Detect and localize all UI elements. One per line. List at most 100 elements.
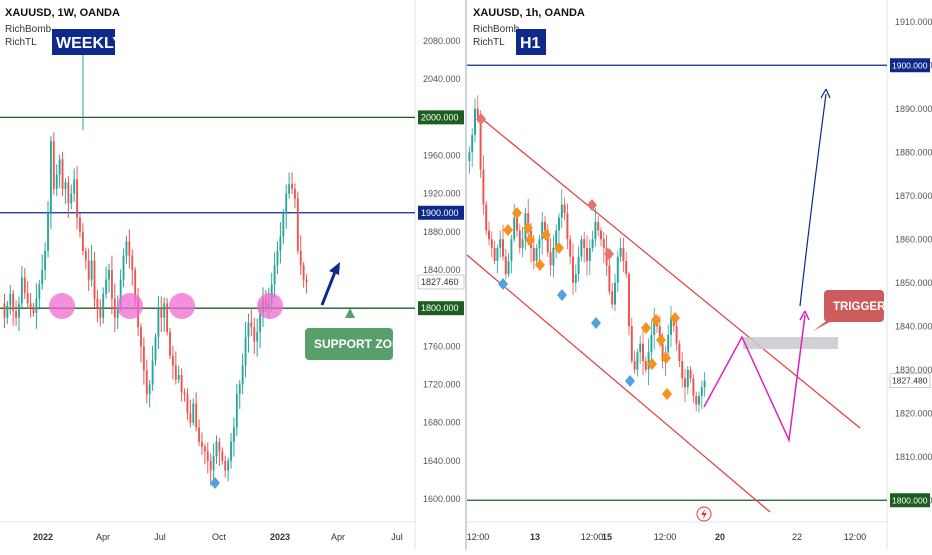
candle-body bbox=[521, 239, 524, 248]
candle-body bbox=[541, 221, 544, 240]
candle-body bbox=[256, 332, 259, 342]
signal-diamond bbox=[210, 477, 220, 489]
candle-body bbox=[99, 308, 102, 318]
support-circle bbox=[49, 293, 75, 319]
indicator-label: RichBomb bbox=[473, 24, 520, 35]
candle-body bbox=[201, 441, 203, 447]
candle-body bbox=[84, 250, 87, 261]
orange-signal-diamond bbox=[647, 358, 657, 370]
y-tick-label: 1910.000 bbox=[895, 17, 932, 27]
candle-body bbox=[474, 108, 476, 135]
candle-body bbox=[169, 332, 171, 356]
candle-body bbox=[633, 361, 636, 370]
candle-body bbox=[20, 277, 23, 304]
buy-signal-diamond bbox=[557, 289, 567, 301]
candle-body bbox=[594, 221, 597, 240]
projection-path bbox=[703, 314, 806, 443]
candle-body bbox=[218, 441, 221, 452]
candle-body bbox=[468, 152, 471, 161]
candle-body bbox=[700, 387, 703, 396]
candle-body bbox=[76, 179, 79, 218]
candle-body bbox=[198, 427, 201, 442]
buy-signal-diamond bbox=[591, 317, 601, 329]
x-tick-label: 15 bbox=[602, 532, 612, 542]
x-tick-label: 12:00 bbox=[654, 532, 677, 542]
candle-body bbox=[695, 395, 698, 405]
candle-body bbox=[490, 239, 493, 248]
candle-body bbox=[588, 247, 591, 261]
x-tick-label: 2023 bbox=[270, 532, 290, 542]
candle-body bbox=[122, 255, 125, 280]
candle-body bbox=[18, 303, 20, 318]
candle-body bbox=[276, 250, 279, 266]
candle-body bbox=[55, 174, 58, 189]
orange-signal-diamond bbox=[535, 259, 545, 271]
level-label: 1900.000 bbox=[892, 60, 928, 70]
x-tick-label: Apr bbox=[96, 532, 110, 542]
level-label: 2000.000 bbox=[421, 112, 459, 122]
candle-body bbox=[698, 395, 700, 405]
candle-body bbox=[96, 298, 99, 309]
candle-body bbox=[644, 361, 647, 370]
candle-body bbox=[628, 274, 630, 327]
candle-body bbox=[125, 241, 128, 256]
indicator-label: RichTL bbox=[5, 37, 37, 48]
candle-body bbox=[566, 213, 569, 240]
chart-panel-weekly: 2080.000 2040.000 2000.000 1960.000 1920.000… bbox=[0, 0, 465, 550]
candle-body bbox=[544, 221, 546, 231]
candle-body bbox=[81, 231, 84, 251]
candle-body bbox=[549, 252, 552, 266]
candle-body bbox=[64, 182, 67, 189]
candle-body bbox=[602, 239, 605, 248]
candle-body bbox=[73, 179, 76, 194]
orange-signal-diamond bbox=[661, 352, 671, 364]
candle-body bbox=[518, 230, 521, 248]
candle-body bbox=[496, 247, 499, 261]
candle-body bbox=[493, 247, 496, 261]
candle-body bbox=[35, 298, 38, 313]
y-tick-label: 1600.000 bbox=[423, 494, 461, 504]
candle-body bbox=[703, 380, 706, 388]
candle-body bbox=[510, 239, 513, 261]
candle-body bbox=[591, 239, 594, 248]
candle-body bbox=[160, 308, 163, 318]
timeframe-badge-label: H1 bbox=[520, 35, 541, 52]
target-arrow bbox=[799, 93, 827, 307]
candle-body bbox=[58, 159, 61, 175]
candle-body bbox=[527, 213, 530, 231]
level-label: 1800.000 bbox=[892, 495, 928, 505]
candle-body bbox=[131, 255, 134, 271]
candle-body bbox=[647, 352, 650, 370]
candle-body bbox=[572, 256, 574, 283]
candle-body bbox=[625, 261, 628, 275]
candle-body bbox=[177, 374, 180, 380]
candle-body bbox=[558, 217, 560, 231]
candle-body bbox=[163, 303, 166, 318]
candle-body bbox=[502, 239, 504, 257]
candle-body bbox=[105, 279, 108, 294]
x-tick-label: 12:00 bbox=[581, 532, 604, 542]
candle-body bbox=[273, 265, 276, 285]
callout-pointer bbox=[345, 308, 355, 318]
candle-body bbox=[26, 292, 29, 304]
candle-body bbox=[47, 212, 49, 251]
candle-body bbox=[636, 352, 639, 370]
level-label-box bbox=[418, 301, 464, 316]
candle-body bbox=[189, 413, 192, 423]
last-price-label: 1827.480 bbox=[892, 376, 928, 386]
last-price-label: 1827.460 bbox=[421, 277, 459, 287]
y-tick-label: 1860.000 bbox=[895, 234, 932, 244]
candle-body bbox=[670, 317, 672, 335]
candle-body bbox=[110, 270, 113, 299]
candle-body bbox=[513, 217, 516, 240]
candle-body bbox=[49, 141, 52, 213]
y-tick-label: 1680.000 bbox=[423, 418, 461, 428]
candle-body bbox=[113, 298, 116, 318]
candle-body bbox=[235, 394, 238, 428]
candle-body bbox=[180, 374, 183, 393]
y-tick-label: 1890.000 bbox=[895, 104, 932, 114]
candle-body bbox=[642, 343, 644, 362]
candle-body bbox=[247, 322, 250, 337]
candle-body bbox=[293, 188, 296, 199]
